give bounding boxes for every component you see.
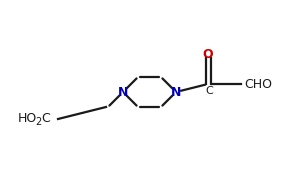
Text: N: N (118, 85, 128, 98)
Text: C: C (41, 113, 50, 126)
Text: CHO: CHO (244, 77, 272, 91)
Text: N: N (171, 85, 181, 98)
Text: O: O (203, 48, 213, 61)
Text: HO: HO (18, 113, 37, 126)
Text: C: C (205, 86, 213, 96)
Text: 2: 2 (35, 117, 41, 127)
